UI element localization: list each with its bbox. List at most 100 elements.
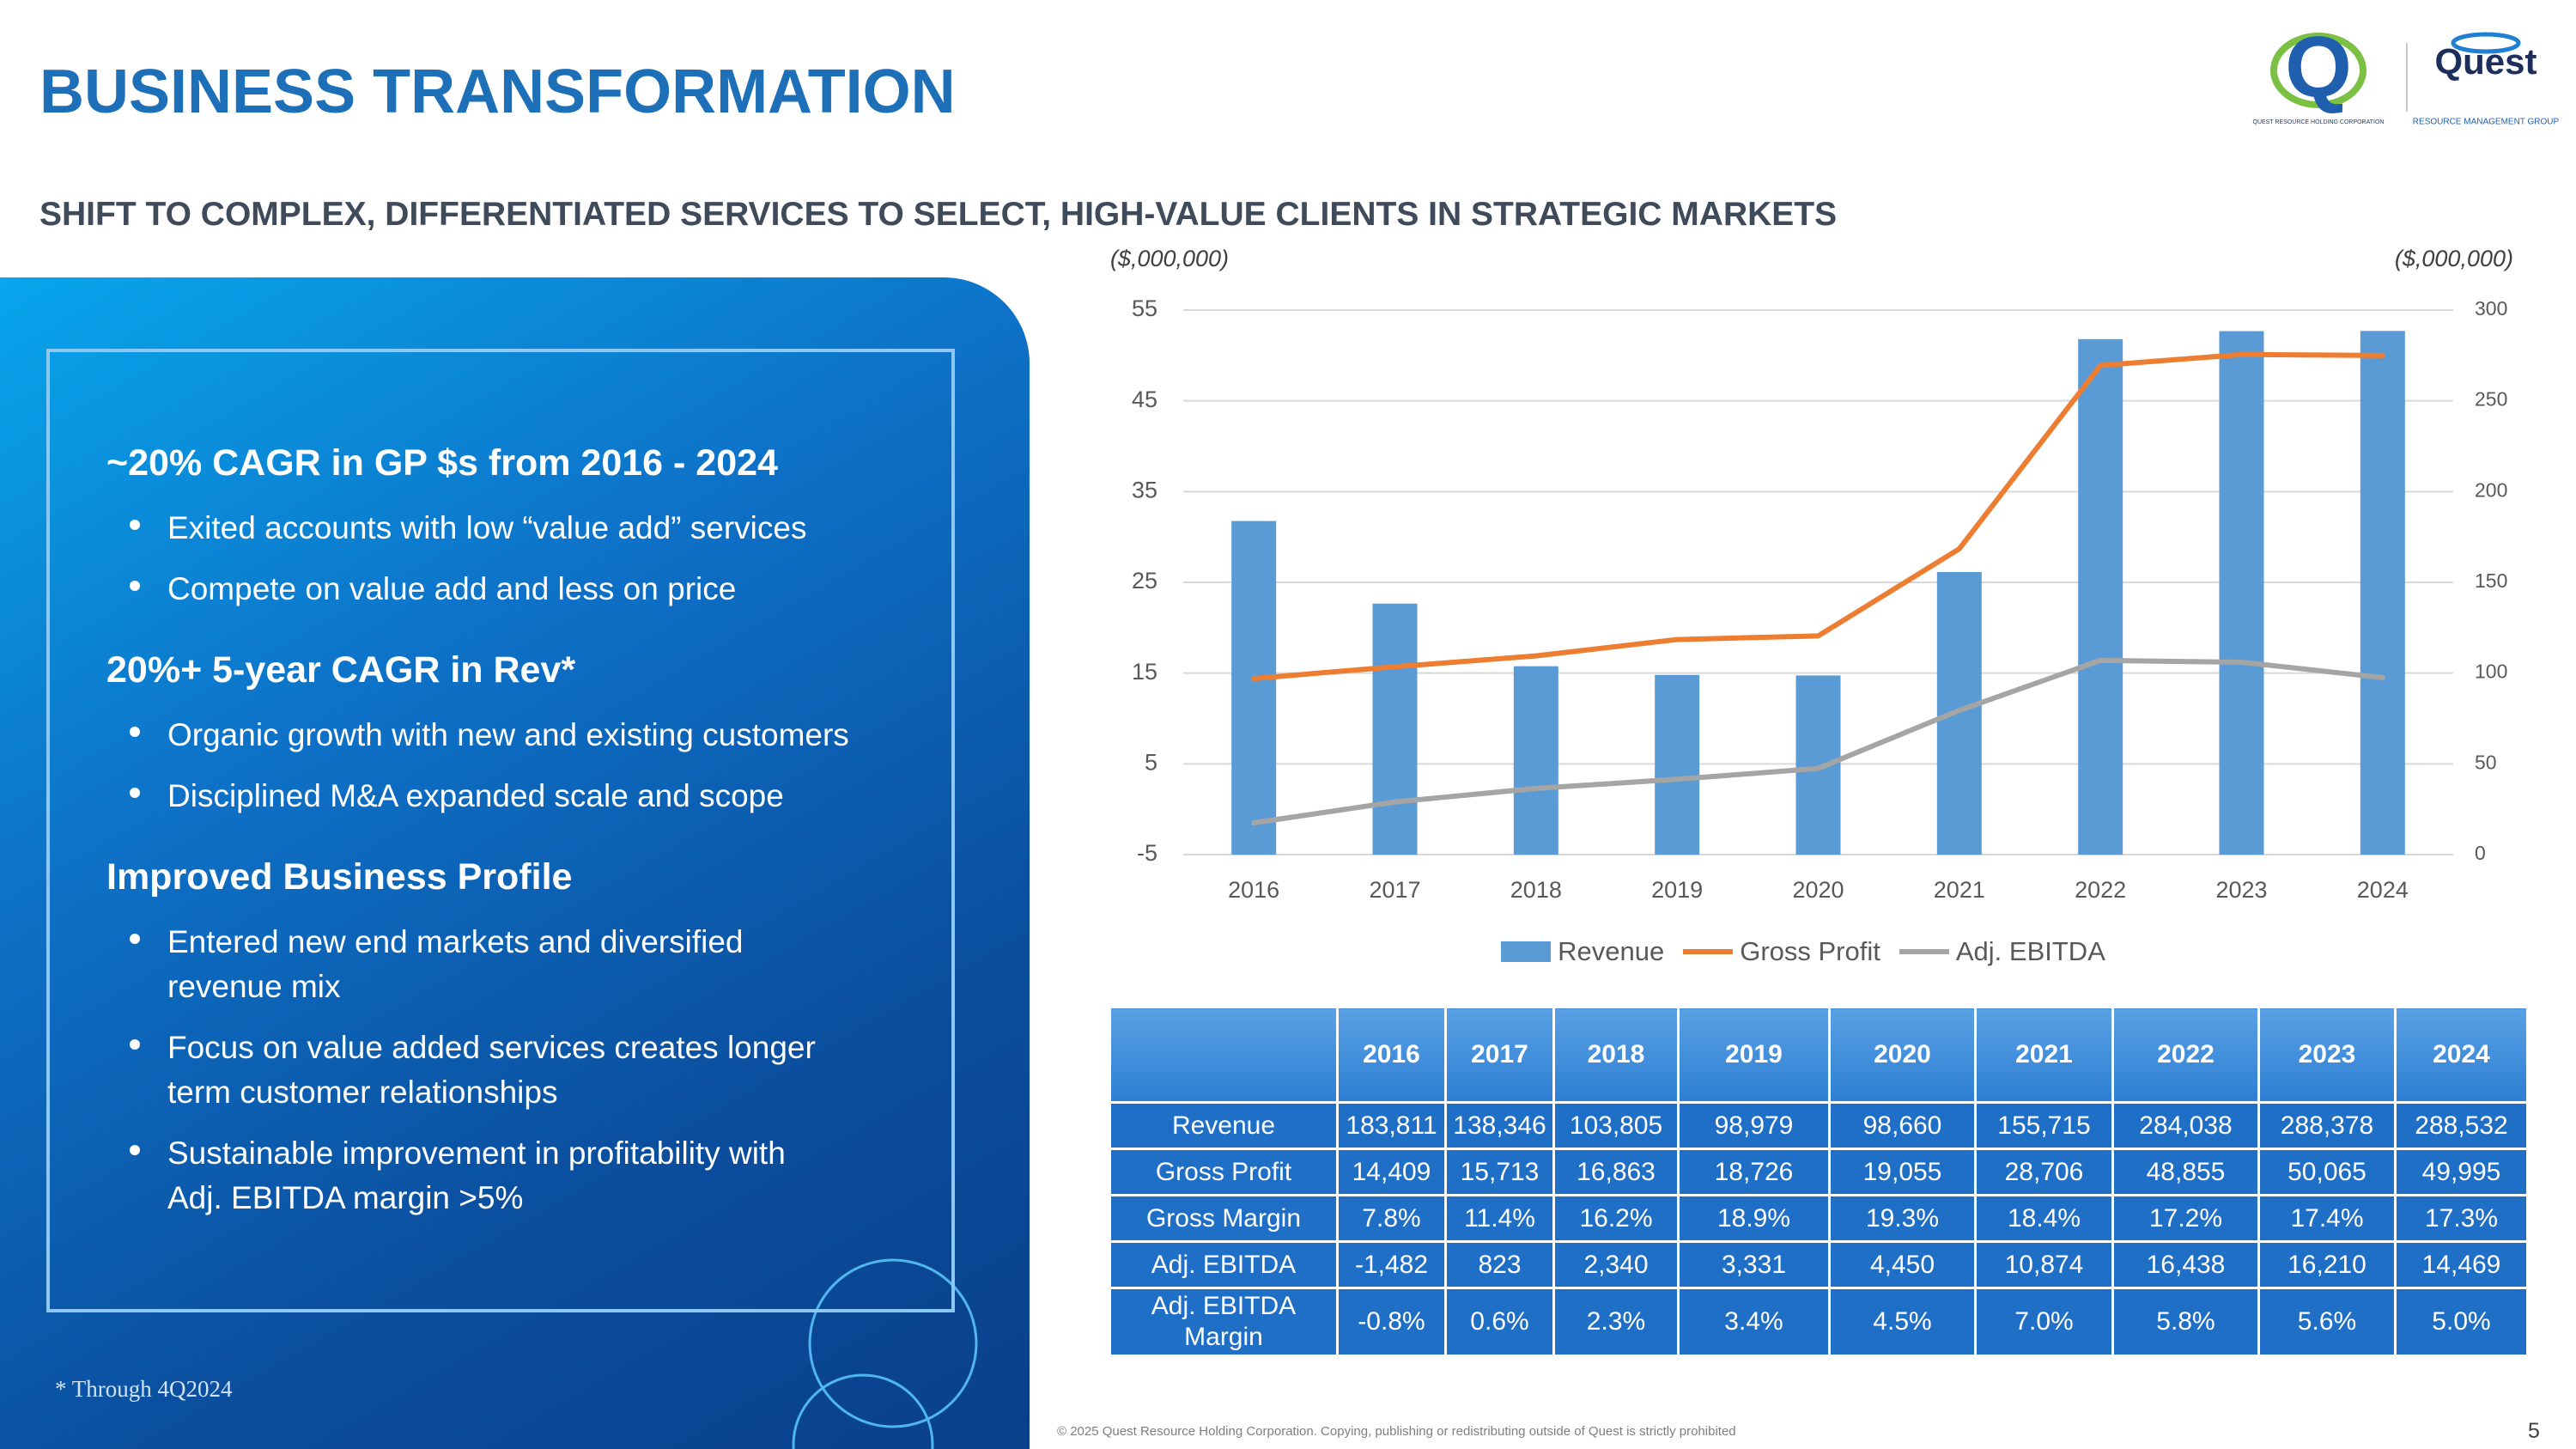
table-cell: 3.4%	[1677, 1287, 1831, 1357]
bar	[2219, 331, 2264, 855]
table-cell: 48,855	[2111, 1148, 2260, 1196]
legend-item: Revenue	[1501, 936, 1664, 967]
table-cell: 183,811	[1336, 1101, 1447, 1150]
panel-decoration	[792, 1258, 978, 1449]
y-tick-label: 15	[1132, 659, 1157, 685]
bullet-text: Entered new end markets and diversified	[167, 924, 744, 959]
table-cell: 2,340	[1552, 1240, 1680, 1289]
bullet-dot	[130, 788, 140, 798]
bullet-text: Exited accounts with low “value add” ser…	[167, 510, 807, 545]
table-body: Revenue 183,811 138,346 103,805 98,979 98,660…	[1109, 1101, 2529, 1357]
table-cell: 16.2%	[1552, 1194, 1680, 1243]
y2-tick-label: 250	[2475, 388, 2507, 411]
table-row: Revenue 183,811 138,346 103,805 98,979 98,660…	[1109, 1101, 2529, 1150]
table-cell: 14,409	[1336, 1148, 1447, 1196]
column-header: 2017	[1444, 1006, 1555, 1104]
y-tick-label: 45	[1132, 387, 1157, 412]
y2-tick-label: 0	[2475, 842, 2486, 864]
table-cell: 19.3%	[1828, 1194, 1977, 1243]
subtitle: SHIFT TO COMPLEX, DIFFERENTIATED SERVICE…	[39, 196, 1838, 233]
x-tick-label: 2016	[1228, 877, 1279, 903]
bar	[1372, 603, 1418, 855]
line-series	[1251, 351, 2385, 682]
table-row: Adj. EBITDA -1,482 823 2,340 3,331 4,450 10,87…	[1109, 1240, 2529, 1289]
table-cell: 288,532	[2394, 1101, 2529, 1150]
chart: ($,000,000) ($,000,000) -5 5 15 25 35 45 55 0 50…	[1110, 246, 2513, 903]
table-cell: 3,331	[1677, 1240, 1831, 1289]
x-tick-label: 2020	[1792, 877, 1844, 903]
x-tick-label: 2017	[1369, 877, 1420, 903]
logo-q: Q	[2285, 19, 2352, 115]
row-label: Adj. EBITDA Margin	[1109, 1287, 1339, 1357]
table-cell: 2.3%	[1552, 1287, 1680, 1357]
legend-swatch	[1899, 949, 1949, 954]
table-header: 2016 2017 2018 2019 2020 2021 2022 2023 2024	[1109, 1006, 2529, 1104]
column-header: 2018	[1552, 1006, 1680, 1104]
bullet-dot	[130, 727, 140, 737]
line-series	[1251, 657, 2385, 826]
logo: Q QUEST RESOURCE HOLDING CORPORATION Que…	[2253, 19, 2560, 126]
x-tick-label: 2019	[1651, 877, 1703, 903]
table-cell: 5.6%	[2257, 1287, 2397, 1357]
y-tick-label: -5	[1137, 840, 1157, 866]
table-cell: 16,863	[1552, 1148, 1680, 1196]
bullet-dot	[130, 1145, 140, 1155]
x-tick-label: 2021	[1934, 877, 1985, 903]
y-tick-label: 35	[1132, 477, 1157, 502]
legend-label: Gross Profit	[1740, 936, 1880, 966]
table-cell: 16,438	[2111, 1240, 2260, 1289]
x-tick-label: 2018	[1510, 877, 1562, 903]
table-cell: 16,210	[2257, 1240, 2397, 1289]
table-cell: 17.2%	[2111, 1194, 2260, 1243]
column-header: 2016	[1336, 1006, 1447, 1104]
bullet-dot	[130, 520, 140, 530]
bullet-text: Disciplined M&A expanded scale and scope	[167, 778, 784, 813]
column-header: 2021	[1974, 1006, 2114, 1104]
corner-cell	[1109, 1006, 1339, 1104]
y2-tick-label: 100	[2475, 661, 2507, 683]
bar	[1231, 521, 1277, 855]
table-cell: 18.9%	[1677, 1194, 1831, 1243]
section-heading: 20%+ 5-year CAGR in Rev*	[106, 649, 576, 691]
logo-caption: QUEST RESOURCE HOLDING CORPORATION	[2253, 119, 2385, 125]
table-cell: 19,055	[1828, 1148, 1977, 1196]
bullet-dot	[130, 1039, 140, 1050]
table-cell: 10,874	[1974, 1240, 2114, 1289]
table-cell: 17.4%	[2257, 1194, 2397, 1243]
table-cell: 5.0%	[2394, 1287, 2529, 1357]
bar	[1655, 674, 1700, 855]
bullet-text: Organic growth with new and existing cus…	[167, 717, 849, 752]
row-label: Adj. EBITDA	[1109, 1240, 1339, 1289]
y-tick-label: 25	[1132, 568, 1157, 594]
logo-arc	[2451, 32, 2521, 54]
decor-circle	[808, 1258, 978, 1428]
legend-swatch	[1683, 949, 1734, 954]
row-label: Gross Profit	[1109, 1148, 1339, 1196]
copyright: © 2025 Quest Resource Holding Corporatio…	[1057, 1424, 1736, 1439]
column-header: 2019	[1677, 1006, 1831, 1104]
bullet-text: Compete on value add and less on price	[167, 571, 737, 606]
bullet-text: Sustainable improvement in profitability…	[167, 1135, 786, 1171]
row-label: Gross Margin	[1109, 1194, 1339, 1243]
table-cell: 5.8%	[2111, 1287, 2260, 1357]
section-heading: Improved Business Profile	[106, 856, 573, 898]
y2-tick-label: 200	[2475, 478, 2507, 501]
table-cell: 0.6%	[1444, 1287, 1555, 1357]
table-cell: 15,713	[1444, 1148, 1555, 1196]
table-cell: 11.4%	[1444, 1194, 1555, 1243]
table-cell: 7.0%	[1974, 1287, 2114, 1357]
column-header: 2023	[2257, 1006, 2397, 1104]
table-row: Gross Margin 7.8% 11.4% 16.2% 18.9% 19.3% 18.4…	[1109, 1194, 2529, 1243]
column-header: 2022	[2111, 1006, 2260, 1104]
bullet-text: revenue mix	[167, 969, 341, 1004]
table-cell: 284,038	[2111, 1101, 2260, 1150]
table-cell: 18,726	[1677, 1148, 1831, 1196]
table-cell: -0.8%	[1336, 1287, 1447, 1357]
column-header: 2024	[2394, 1006, 2529, 1104]
data-table: 2016 2017 2018 2019 2020 2021 2022 2023 2024 Rev…	[1109, 1006, 2529, 1357]
table-row: Gross Profit 14,409 15,713 16,863 18,726 19,0…	[1109, 1148, 2529, 1196]
table-cell: 17.3%	[2394, 1194, 2529, 1243]
table-cell: 155,715	[1974, 1101, 2114, 1150]
table-row: Adj. EBITDA Margin -0.8% 0.6% 2.3% 3.4% 4.5% 7…	[1109, 1287, 2529, 1357]
